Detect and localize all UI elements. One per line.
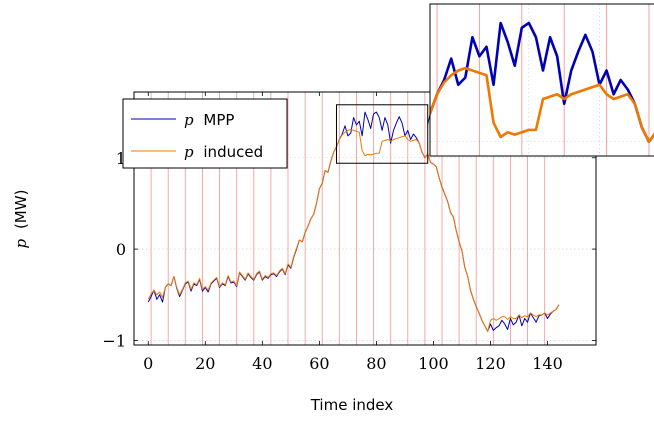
y-axis-unit: (MW) — [12, 190, 30, 229]
x-tick-label: 120 — [475, 354, 506, 373]
legend-symbol: p — [184, 111, 194, 129]
x-tick-label: 20 — [195, 354, 215, 373]
series-line-induced — [147, 128, 560, 332]
x-axis-label: Time index — [310, 396, 394, 414]
x-tick-label: 140 — [532, 354, 563, 373]
inset-zoom-plot — [429, 3, 654, 157]
inset-series-line-induced — [430, 66, 654, 144]
axis-ticks: 0 20 40 60 80 100 120 140 −1 0 1 — [102, 92, 596, 373]
y-axis-symbol: p — [12, 238, 30, 248]
inset-background — [430, 4, 654, 156]
legend-text: induced — [203, 143, 263, 161]
inset-series-line-mpp — [430, 21, 654, 144]
series-lines — [147, 111, 560, 332]
x-tick-label: 80 — [366, 354, 386, 373]
y-tick-label: 1 — [116, 149, 126, 168]
legend-text: MPP — [203, 111, 234, 129]
x-tick-label: 40 — [252, 354, 272, 373]
y-tick-label: 0 — [116, 240, 126, 259]
inset-vertical-lines — [436, 4, 650, 156]
legend-box — [122, 98, 288, 169]
grid — [134, 157, 596, 341]
x-tick-label: 60 — [309, 354, 329, 373]
legend: p MPP p induced — [122, 98, 288, 169]
y-tick-label: −1 — [102, 331, 126, 350]
legend-entry-induced: p induced — [184, 143, 263, 161]
zoom-region-box — [335, 104, 429, 164]
plot-frame — [133, 91, 597, 346]
y-axis-label: p (MW) — [12, 190, 30, 249]
legend-symbol: p — [184, 143, 194, 161]
legend-entry-mpp: p MPP — [184, 111, 234, 129]
inset-frame — [429, 3, 654, 157]
inset-series-lines — [430, 21, 654, 144]
x-tick-label: 0 — [143, 354, 153, 373]
x-tick-label: 100 — [418, 354, 449, 373]
